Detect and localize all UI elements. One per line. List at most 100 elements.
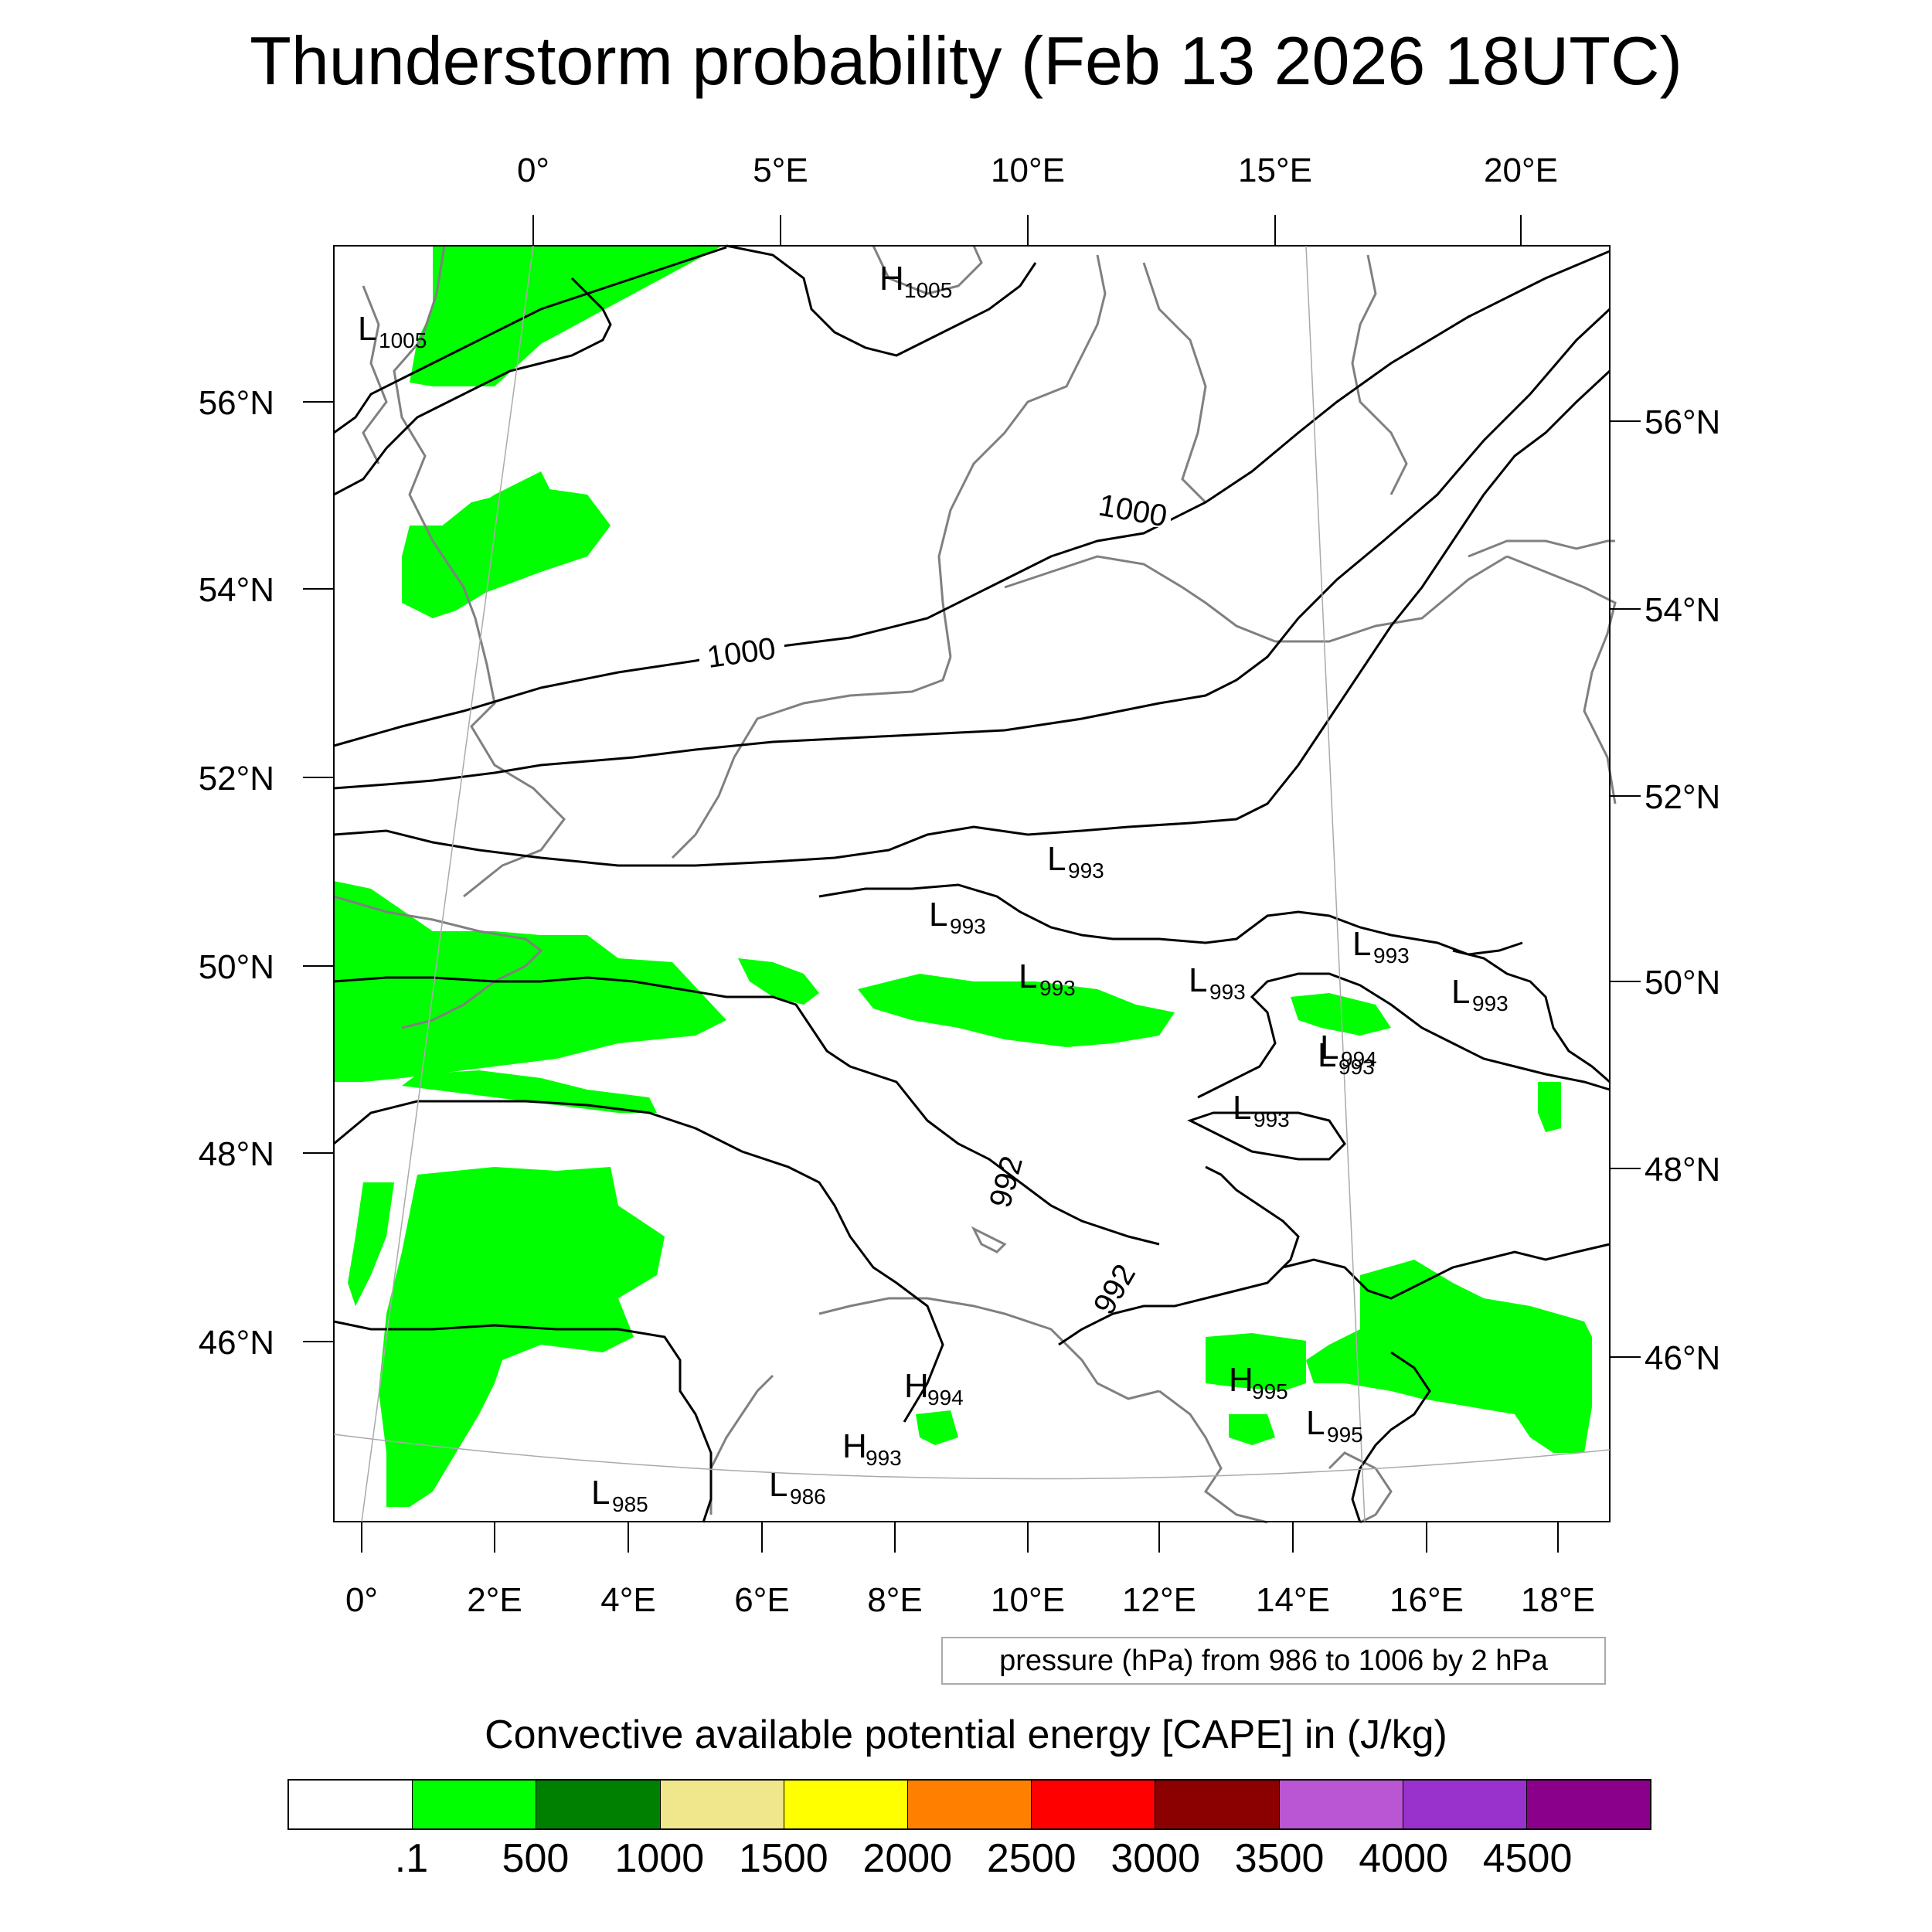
colorbar-label: 500	[502, 1836, 570, 1881]
pressure-center: H 1005	[879, 260, 952, 302]
coast-benelux	[671, 656, 952, 859]
bottom-lon-label: 4°E	[600, 1581, 655, 1619]
cape-colorbar	[287, 1779, 1651, 1830]
colorbar-title: Convective available potential energy [C…	[485, 1713, 1447, 1757]
map-title: Thunderstorm probability (Feb 13 2026 18…	[250, 22, 1682, 99]
center-type: L	[358, 310, 376, 348]
colorbar-label: 1000	[614, 1836, 705, 1881]
left-lat-label: 54°N	[199, 571, 274, 609]
bottom-lon-label: 18°E	[1521, 1581, 1595, 1619]
graticule	[333, 245, 1611, 1522]
isobar-10	[1058, 1165, 1300, 1346]
right-lat-labels: 56°N 54°N 52°N 50°N 48°N 46°N	[1645, 403, 1720, 1377]
center-type: L	[1189, 961, 1207, 999]
bottom-lon-label: 6°E	[734, 1581, 789, 1619]
pressure-centers: H 1005 L 1005 L 993 L 993 L 993 L 993 L …	[358, 260, 1509, 1516]
coastlines	[333, 245, 1617, 1524]
colorbar-swatch	[1155, 1781, 1280, 1828]
coast-lake-geneva	[971, 1226, 1007, 1253]
cape-area-croatia	[1229, 1414, 1275, 1445]
center-value: 993	[950, 914, 986, 938]
center-type: L	[1352, 925, 1371, 963]
isobar-8	[1197, 972, 1611, 1099]
cape-area-north-sea	[410, 246, 723, 386]
right-lat-label: 48°N	[1645, 1151, 1720, 1189]
colorbar-label: 3500	[1234, 1836, 1325, 1881]
pressure-center: L 993	[1352, 925, 1410, 968]
coast-baltic-germany	[1004, 555, 1508, 643]
center-value: 993	[1068, 859, 1104, 883]
center-value: 1005	[904, 278, 952, 302]
cape-area-france-central	[379, 1167, 665, 1507]
center-type: L	[769, 1466, 787, 1504]
isobar-14	[333, 246, 727, 434]
center-type: L	[591, 1474, 610, 1512]
bottom-lon-labels: 0° 2°E 4°E 6°E 8°E 10°E 12°E 14°E 16°E 1…	[345, 1581, 1595, 1619]
coast-sweden-east	[1351, 254, 1408, 495]
coast-adriatic	[1158, 1389, 1268, 1524]
colorbar-swatch	[660, 1781, 784, 1828]
meridian-0	[361, 245, 534, 1522]
center-type: H	[842, 1427, 867, 1465]
cape-areas	[334, 246, 1592, 1507]
cape-area-france-west	[348, 1182, 394, 1306]
center-type: L	[1233, 1089, 1251, 1127]
pressure-center: H 995	[1229, 1361, 1288, 1403]
cape-area-adriatic	[1206, 1333, 1306, 1391]
right-lat-label: 46°N	[1645, 1339, 1720, 1377]
bottom-lon-label: 14°E	[1256, 1581, 1330, 1619]
colorbar-swatch	[1526, 1781, 1651, 1828]
center-value: 993	[1472, 992, 1509, 1015]
colorbar-swatch	[413, 1781, 537, 1828]
center-value: 993	[1338, 1055, 1375, 1079]
isobar-15	[333, 277, 612, 496]
top-lon-labels: 0° 5°E 10°E 15°E 20°E	[517, 151, 1558, 189]
colorbar-label: 2500	[986, 1836, 1077, 1881]
coast-norway	[872, 245, 983, 295]
pressure-center: H 993	[842, 1427, 902, 1470]
cape-area-central-germany	[738, 958, 819, 1005]
center-type: L	[929, 896, 947, 934]
colorbar-label: 3000	[1111, 1836, 1201, 1881]
bottom-lon-label: 2°E	[467, 1581, 522, 1619]
isobar-16	[726, 244, 1037, 357]
isobar-12	[1351, 1351, 1431, 1523]
pressure-center: L 1005	[358, 310, 427, 352]
left-lat-label: 56°N	[199, 384, 274, 422]
top-lon-label: 15°E	[1238, 151, 1312, 189]
right-lat-label: 52°N	[1645, 778, 1720, 816]
pressure-center: L 995	[1306, 1404, 1363, 1447]
map-frame	[333, 245, 1611, 1522]
left-lat-label: 52°N	[199, 760, 274, 798]
colorbar-swatch	[1032, 1781, 1156, 1828]
right-lat-label: 50°N	[1645, 964, 1720, 1002]
colorbar-swatch	[289, 1781, 413, 1828]
pressure-center: L 993	[1233, 1089, 1290, 1131]
axis-ticks	[303, 215, 1641, 1553]
center-type: L	[1306, 1404, 1325, 1442]
colorbar-swatch	[536, 1781, 661, 1828]
coast-italy-north	[818, 1297, 1160, 1400]
colorbar-label: 4000	[1359, 1836, 1448, 1881]
isobars	[333, 244, 1611, 1523]
colorbar-swatch	[1403, 1781, 1527, 1828]
left-lat-label: 46°N	[199, 1324, 274, 1362]
bottom-lon-label: 10°E	[991, 1581, 1065, 1619]
top-lon-label: 20°E	[1484, 151, 1558, 189]
pressure-center: L 993	[1318, 1036, 1375, 1079]
colorbar-label: 2000	[862, 1836, 953, 1881]
isobar-13	[1452, 949, 1611, 1083]
left-lat-labels: 56°N 54°N 52°N 50°N 48°N 46°N	[199, 384, 274, 1362]
pressure-info-box: pressure (hPa) from 986 to 1006 by 2 hPa	[941, 1637, 1606, 1685]
center-value: 994	[1341, 1047, 1377, 1071]
isobar-9	[1187, 1111, 1346, 1161]
center-value: 995	[1327, 1423, 1363, 1447]
isobar-6	[333, 1320, 713, 1523]
coast-balkans	[1328, 1451, 1393, 1524]
cape-area-uk-band	[410, 487, 611, 595]
coast-poland	[1506, 555, 1617, 804]
isobar-2	[333, 308, 1611, 790]
coast-uk-east	[393, 245, 566, 898]
pressure-center: L 993	[929, 896, 986, 938]
isobar-5	[333, 1100, 944, 1423]
